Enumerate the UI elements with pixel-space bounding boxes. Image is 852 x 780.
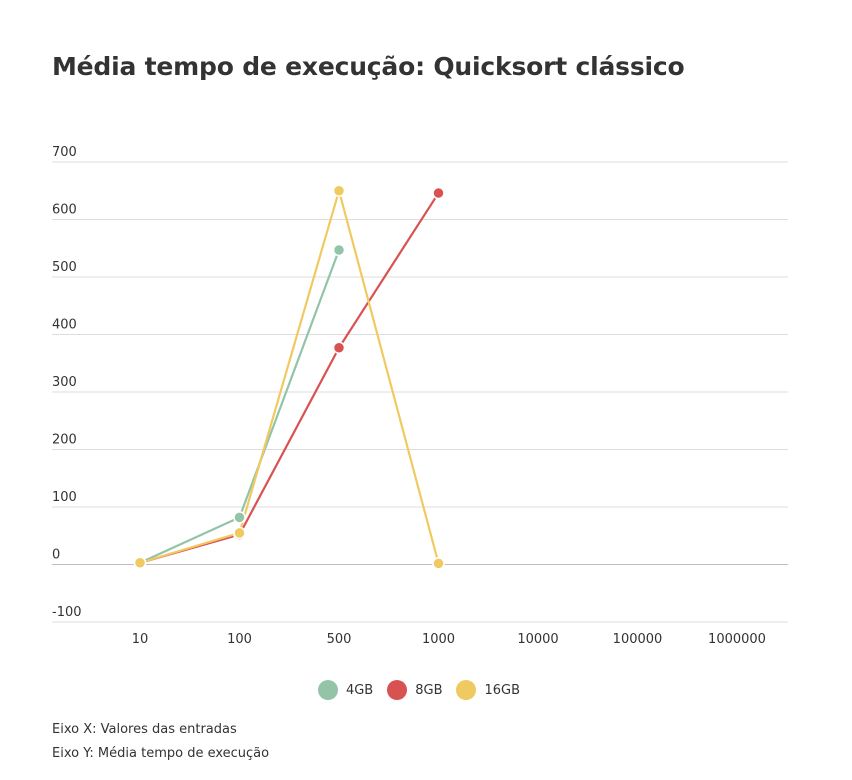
legend-item-16gb: 16GB: [456, 680, 526, 700]
x-tick-label: 1000000: [708, 632, 766, 647]
legend-swatch: [456, 680, 477, 700]
data-point-4gb: [332, 243, 346, 257]
chart-title: Média tempo de execução: Quicksort cláss…: [52, 52, 685, 81]
legend-swatch: [317, 680, 338, 700]
legend-label: 8GB: [415, 682, 443, 698]
data-point-4gb: [233, 511, 246, 524]
data-point-8gb: [332, 341, 346, 354]
y-tick-label: 100: [52, 490, 77, 505]
x-tick-label: 500: [327, 632, 352, 647]
y-tick-label: 400: [52, 318, 77, 333]
x-tick-label: 1000: [422, 632, 455, 647]
grid-lines: [52, 161, 788, 623]
legend-item-4gb: 4GB: [317, 680, 379, 700]
data-point-8gb: [432, 186, 445, 200]
x-axis-note: Eixo X: Valores das entradas: [52, 722, 237, 737]
x-tick-label: 100: [227, 632, 252, 647]
y-tick-label: 600: [52, 203, 77, 218]
x-tick-label: 100000: [613, 632, 663, 647]
y-tick-label: -100: [52, 605, 82, 620]
legend-item-8gb: 8GB: [387, 680, 448, 700]
legend: 4GB 8GB 16GB: [0, 680, 852, 700]
series-line-16gb: [138, 189, 440, 565]
y-tick-label: 500: [52, 260, 77, 275]
data-point-16gb: [332, 184, 346, 197]
legend-swatch: [387, 680, 408, 700]
legend-label: 16GB: [484, 682, 521, 698]
legend-label: 4GB: [345, 682, 374, 698]
data-point-16gb: [233, 526, 246, 540]
x-tick-label: 10000: [517, 632, 558, 647]
y-axis-note: Eixo Y: Média tempo de execução: [52, 746, 270, 761]
x-tick-label: 10: [132, 632, 149, 647]
series-layer: [133, 184, 445, 570]
data-point-16gb: [133, 556, 147, 570]
data-point-16gb: [432, 557, 445, 570]
x-axis-ticks: 10 100 500 1000 10000 100000 1000000: [132, 632, 766, 647]
y-tick-label: 300: [52, 375, 77, 390]
y-tick-label: 0: [52, 548, 60, 563]
y-tick-label: 200: [52, 433, 77, 448]
y-tick-label: 700: [52, 145, 77, 160]
y-axis-ticks: 700 600 500 400 300 200 100 0 -100: [52, 145, 82, 620]
